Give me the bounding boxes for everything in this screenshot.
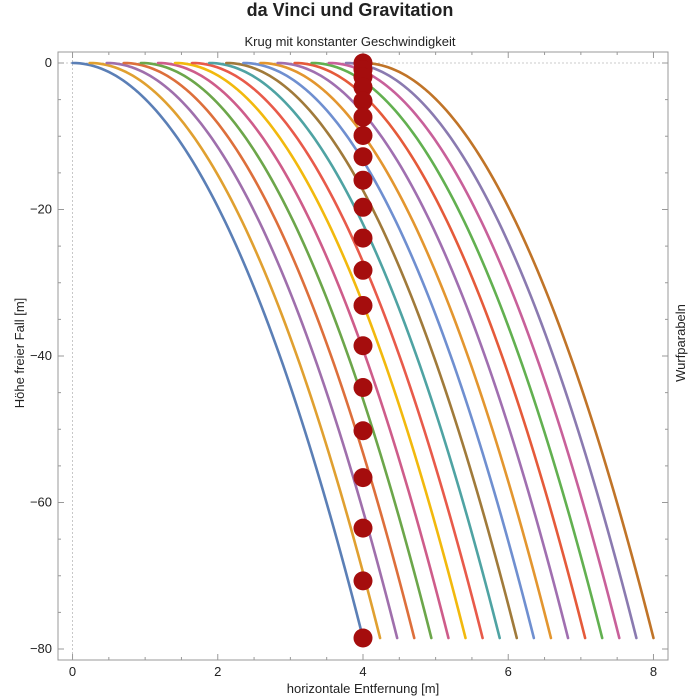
parabola-series (105, 61, 399, 640)
parabola-series (88, 61, 382, 640)
jug-drop-marker (353, 107, 373, 127)
jug-drop-marker (353, 421, 373, 441)
chart-subtitle: Krug mit konstanter Geschwindigkeit (244, 34, 456, 49)
jug-drop-marker (353, 228, 373, 248)
parabola-series (327, 61, 621, 640)
jug-drop-marker (353, 147, 373, 167)
right-side-label: Wurfparabeln (673, 304, 688, 382)
parabola-series (242, 61, 536, 640)
parabola-series (139, 61, 433, 640)
x-tick-label: 2 (214, 664, 221, 679)
jug-drop-marker (353, 377, 373, 397)
parabola-series (259, 61, 553, 640)
y-tick-label: −60 (30, 495, 52, 510)
jug-drop-marker (353, 518, 373, 538)
marker-layer (353, 53, 373, 648)
jug-drop-marker (353, 628, 373, 648)
parabola-series (190, 61, 484, 640)
x-tick-label: 6 (505, 664, 512, 679)
x-tick-label: 8 (650, 664, 657, 679)
jug-drop-marker (353, 295, 373, 315)
y-tick-label: −40 (30, 348, 52, 363)
jug-drop-marker (353, 468, 373, 488)
jug-drop-marker (353, 170, 373, 190)
x-axis-label: horizontale Entfernung [m] (287, 681, 439, 696)
jug-drop-marker (353, 91, 373, 111)
y-tick-label: 0 (45, 55, 52, 70)
jug-drop-marker (353, 260, 373, 280)
y-axis-label: Höhe freier Fall [m] (12, 298, 27, 409)
parabola-series (344, 61, 638, 640)
parabola-series (71, 61, 365, 640)
jug-drop-marker (353, 126, 373, 146)
y-tick-label: −20 (30, 201, 52, 216)
parabola-series (293, 61, 587, 640)
y-tick-label: −80 (30, 641, 52, 656)
parabola-series (173, 61, 467, 640)
jug-drop-marker (353, 77, 373, 97)
series-layer (71, 61, 655, 640)
parabola-series (361, 61, 655, 640)
x-tick-label: 0 (69, 664, 76, 679)
jug-drop-marker (353, 336, 373, 356)
jug-drop-marker (353, 571, 373, 591)
chart-title: da Vinci und Gravitation (246, 0, 454, 20)
parabola-series (156, 61, 450, 640)
parabola-series (276, 61, 570, 640)
parabola-series (122, 61, 416, 640)
jug-drop-marker (353, 197, 373, 217)
x-tick-label: 4 (359, 664, 366, 679)
